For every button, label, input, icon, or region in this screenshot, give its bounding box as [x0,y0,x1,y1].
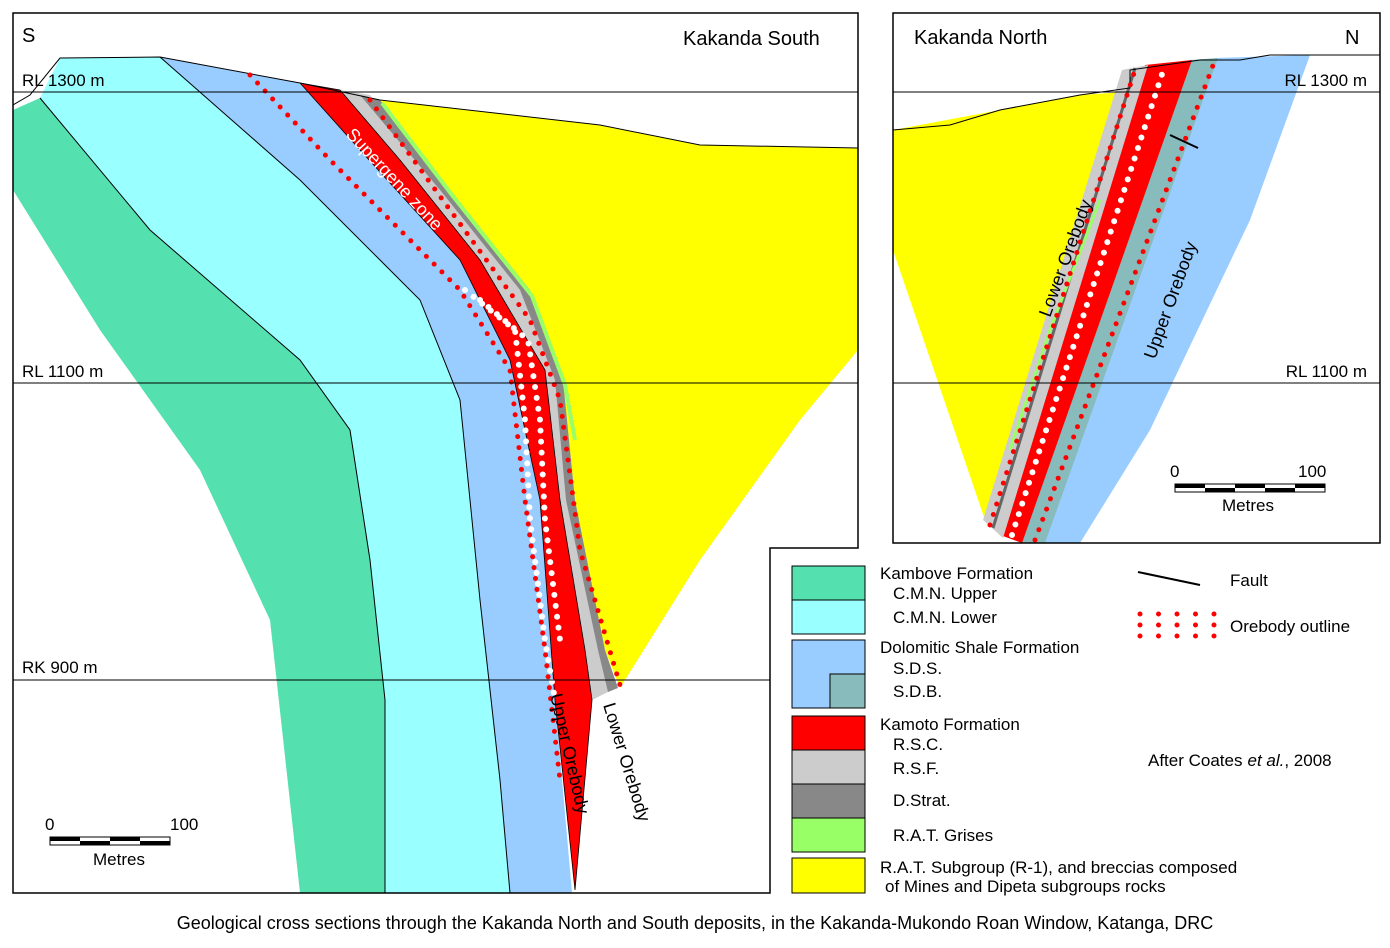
south-direction: S [22,25,35,47]
orebody-outline [1032,57,1218,543]
legend-label: Kambove Formation [880,564,1033,583]
legend-label: R.S.C. [893,735,943,754]
credit-text: , 2008 [1284,751,1331,770]
north-direction: N [1345,27,1359,49]
orebody-outline [247,72,563,783]
legend-label: Fault [1230,571,1268,590]
north-scale: 0 100 Metres [1170,462,1326,515]
rsc [298,82,593,891]
scale-start: 0 [1170,462,1179,481]
legend-label: R.A.T. Grises [893,826,993,845]
yellow [380,100,858,688]
legend-label: Dolomitic Shale Formation [880,638,1079,657]
legend-label: of Mines and Dipeta subgroups rocks [885,877,1166,896]
fault [1169,134,1199,149]
contacts [13,56,858,893]
credit: After Coates et al., 2008 [1148,751,1332,770]
cmn-lower [40,57,510,893]
level-label: RL 1300 m [22,71,105,90]
legend [791,565,1201,894]
legend-label: R.A.T. Subgroup (R-1), and breccias comp… [880,858,1237,877]
legend-label: D.Strat. [893,791,951,810]
north-levels [893,91,1380,384]
south-title: Kakanda South [683,28,820,50]
south-levels [13,91,858,681]
scale-start: 0 [45,815,54,834]
legend-dots [1137,611,1218,639]
legend-label: C.M.N. Lower [893,608,997,627]
south-scale: 0 100 Metres [45,815,198,869]
north-title: Kakanda North [914,27,1047,49]
sds [160,57,572,893]
scale-end: 100 [170,815,198,834]
dstrat [991,67,1137,529]
south-frame [12,12,859,894]
north-section: Lower Orebody Upper Orebody [893,54,1380,543]
north-frame [892,12,1381,544]
south-section: Supergene zone Upper Orebody Lower Orebo… [13,56,858,893]
lower-orebody-label: Lower Orebody [599,700,654,824]
credit-text: et al. [1248,751,1285,770]
surface [893,54,1380,131]
orebody-dots [477,297,563,643]
legend-label: Orebody outline [1230,617,1350,636]
scale-unit: Metres [1222,496,1274,515]
scale-unit: Metres [93,850,145,869]
level-label: RL 1300 m [1284,71,1367,90]
legend-label: R.S.F. [893,759,939,778]
orebody-outline [987,67,1138,528]
cmn-upper [13,98,385,893]
yellow [893,92,1132,520]
level-label: RK 900 m [22,658,98,677]
caption: Geological cross sections through the Ka… [177,913,1214,933]
legend-label: S.D.B. [893,682,942,701]
legend-label: S.D.S. [893,659,942,678]
rat-grises [1008,199,1102,451]
legend-label: Kamoto Formation [880,715,1020,734]
rat-grises [380,101,577,441]
legend-label: C.M.N. Upper [893,584,997,603]
scale-end: 100 [1298,462,1326,481]
level-label: RL 1100 m [22,362,103,381]
credit-text: After Coates [1148,751,1243,770]
level-label: RL 1100 m [1286,362,1367,381]
sds [1040,55,1310,543]
